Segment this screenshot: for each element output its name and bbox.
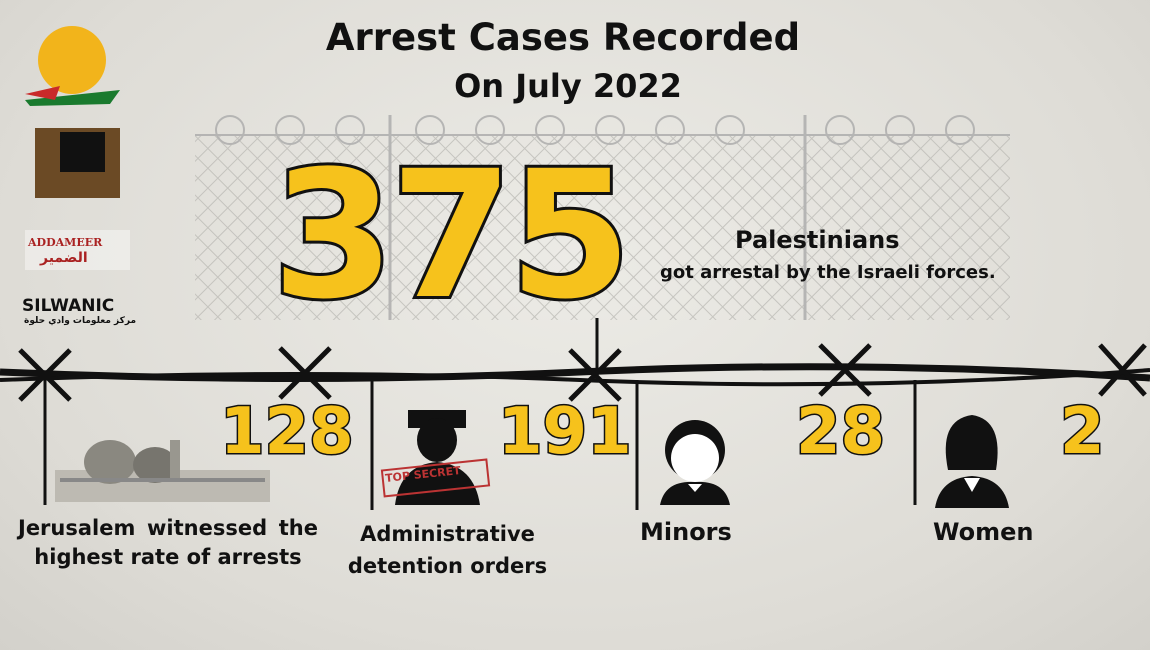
title: Arrest Cases Recorded — [325, 16, 801, 59]
stat-number: 191 — [497, 395, 634, 469]
logo-text: مركز معلومات وادي حلوة — [24, 316, 137, 326]
agent-icon — [380, 410, 491, 505]
stat-number: 128 — [219, 395, 356, 469]
logo-text: SILWANIC — [22, 296, 115, 316]
headline-sublabel: got arrestal by the Israeli forces. — [660, 262, 996, 283]
stat-label: Women — [933, 518, 1034, 546]
logo-text: ADDAMEER — [28, 236, 103, 249]
logo-text: الضمير — [40, 250, 88, 266]
woman-icon — [935, 415, 1009, 508]
subtitle: On July 2022 — [454, 67, 682, 105]
stat-label: Minors — [640, 518, 732, 546]
fence — [195, 115, 1010, 320]
stat-number: 2 — [1059, 395, 1107, 469]
stat-number: 28 — [794, 395, 886, 469]
dome-icon — [55, 440, 270, 502]
logo-icons — [25, 26, 130, 270]
child-icon — [660, 420, 730, 505]
headline-label: Palestinians — [735, 226, 900, 254]
barbed-wire — [0, 318, 1150, 510]
stat-label: Jerusalem witnessed the highest rate of … — [18, 516, 318, 569]
stat-label: Administrative detention orders — [347, 522, 548, 578]
headline-number: 375 — [269, 133, 634, 338]
